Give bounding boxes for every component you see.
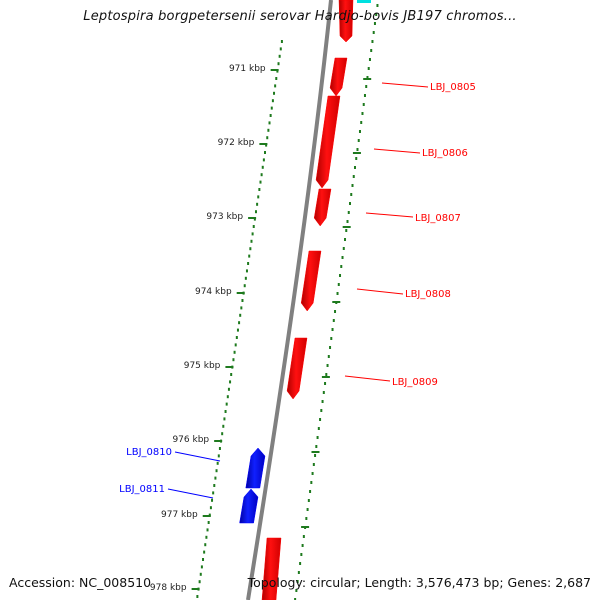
gene-labels-layer: LBJ_0805 LBJ_0806 LBJ_0807 LBJ_0808 LBJ_0809… <box>119 82 476 499</box>
gene-arrow-lbj_0805[interactable] <box>329 57 348 97</box>
gene-label-lbj_0807[interactable]: LBJ_0807 <box>415 213 461 224</box>
tick-label: 975 kbp <box>184 361 221 371</box>
gene-arrow-lbj_0811[interactable] <box>239 488 259 524</box>
gene-arrow-lbj_0806[interactable] <box>315 95 341 189</box>
tick-mark <box>236 292 245 294</box>
gene-label-leader <box>381 82 429 88</box>
tick-mark <box>270 69 279 71</box>
gene-label-lbj_0810[interactable]: LBJ_0810 <box>126 447 172 458</box>
gene-arrow-lbj_0810[interactable] <box>245 447 266 489</box>
tick-label: 972 kbp <box>218 138 255 148</box>
tick-mark <box>202 515 211 517</box>
gene-label-lbj_0805[interactable]: LBJ_0805 <box>430 82 476 93</box>
tick-label: 973 kbp <box>206 212 243 222</box>
ticks-layer: 971 kbp 972 kbp 973 kbp 974 kbp 975 kbp 976 k… <box>150 64 279 593</box>
gene-arrow-lbj_0807[interactable] <box>313 188 332 227</box>
partial-feature-top[interactable] <box>357 0 371 3</box>
gene-label-lbj_0811[interactable]: LBJ_0811 <box>119 484 165 495</box>
gene-label-lbj_0808[interactable]: LBJ_0808 <box>405 289 451 300</box>
topology-summary: Topology: circular; Length: 3,576,473 bp… <box>247 575 591 590</box>
gene-label-leader <box>167 488 214 499</box>
gene-arrow-partial-bottom[interactable] <box>261 537 282 601</box>
gene-label-leader <box>365 212 414 218</box>
tick-label: 978 kbp <box>150 583 187 593</box>
accession-text: Accession: NC_008510 <box>9 575 152 590</box>
tick-mark <box>225 366 234 368</box>
gene-arrow-lbj_0808[interactable] <box>300 250 322 312</box>
tick-label: 974 kbp <box>195 287 232 297</box>
gene-label-leader <box>344 375 391 382</box>
gene-label-lbj_0809[interactable]: LBJ_0809 <box>392 377 438 388</box>
gene-label-leader <box>356 288 404 295</box>
tick-label: 971 kbp <box>229 64 266 74</box>
gene-label-lbj_0806[interactable]: LBJ_0806 <box>422 148 468 159</box>
tick-mark <box>248 217 257 219</box>
gene-arrow-partial-top[interactable] <box>338 0 354 43</box>
tick-mark <box>259 143 268 145</box>
genes-layer <box>239 0 354 601</box>
gene-label-leader <box>174 451 221 462</box>
tick-label: 976 kbp <box>172 435 209 445</box>
map-title: Leptospira borgpetersenii serovar Hardjo… <box>83 9 517 24</box>
tick-dots-layer <box>196 4 379 601</box>
gene-arrow-lbj_0809[interactable] <box>286 337 308 400</box>
tick-mark <box>214 440 223 442</box>
chromosome-backbone <box>246 0 333 601</box>
tick-label: 977 kbp <box>161 510 198 520</box>
gene-label-leader <box>373 148 421 154</box>
tick-mark <box>191 588 200 590</box>
